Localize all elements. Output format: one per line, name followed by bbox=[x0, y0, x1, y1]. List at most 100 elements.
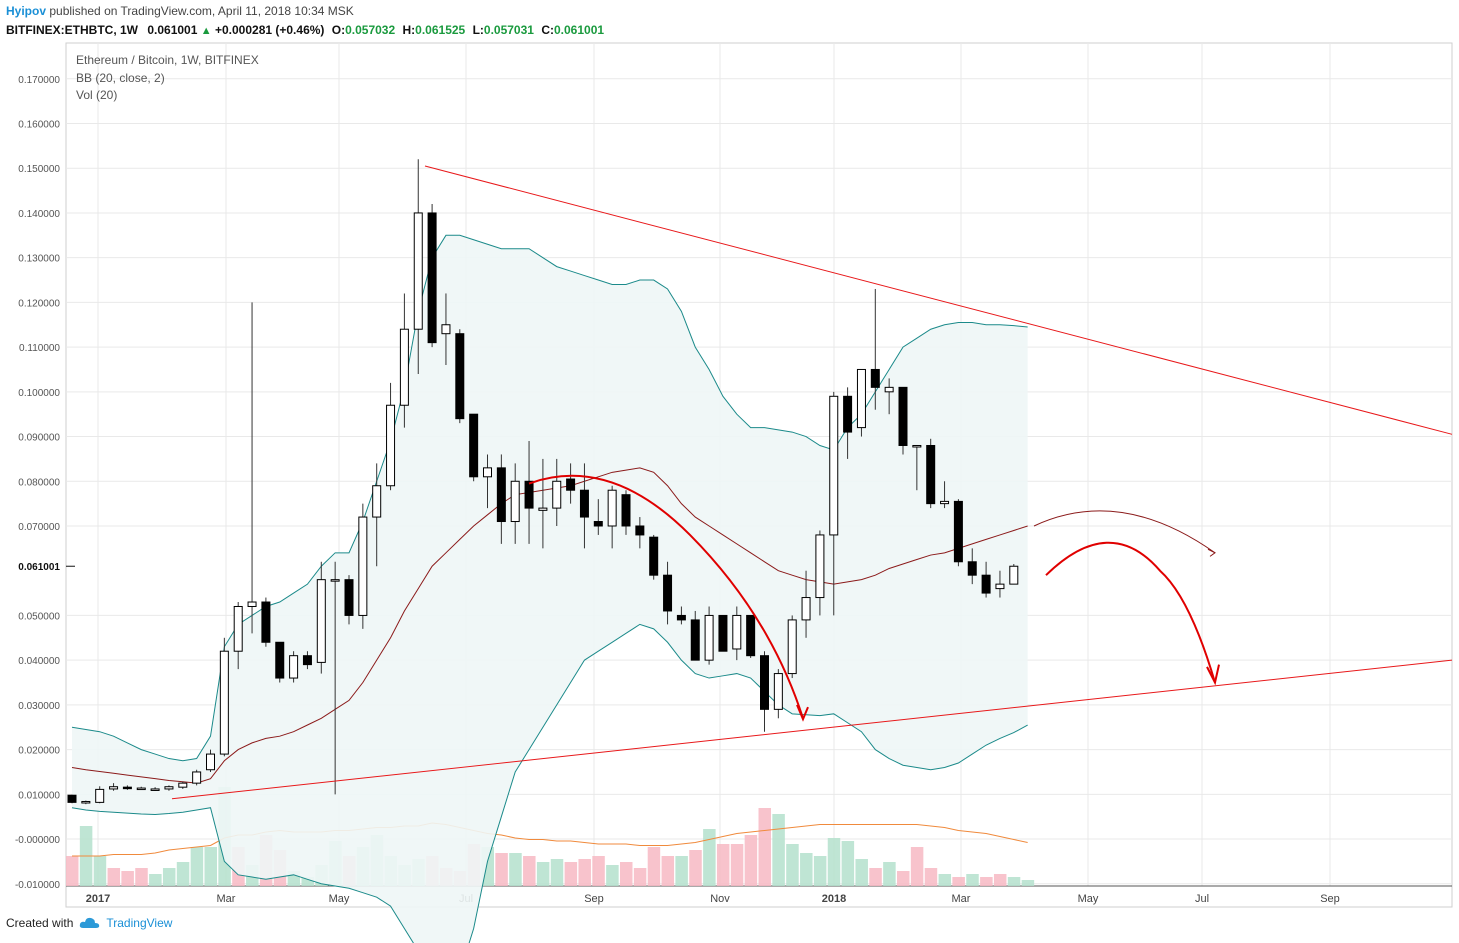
lower-trendline bbox=[171, 659, 1453, 800]
bollinger-bands bbox=[71, 234, 1028, 943]
volume-bar bbox=[703, 829, 716, 886]
candle-body bbox=[787, 619, 797, 675]
candle-body bbox=[192, 771, 202, 784]
candle-body bbox=[316, 579, 326, 663]
volume-bar bbox=[716, 844, 730, 886]
bb-upper-line bbox=[71, 234, 1028, 762]
volume-bar bbox=[772, 814, 785, 886]
low-label: L: bbox=[472, 23, 484, 37]
candle-body bbox=[524, 480, 534, 509]
y-tick-label: 0.090000 bbox=[18, 433, 60, 444]
volume-bar bbox=[744, 835, 758, 886]
candle-body bbox=[206, 753, 215, 771]
legend-vol: Vol (20) bbox=[76, 88, 117, 102]
y-tick-label: 0.170000 bbox=[18, 75, 60, 86]
y-tick-label: 0.150000 bbox=[18, 164, 60, 175]
y-tick-label: 0.050000 bbox=[18, 611, 60, 622]
arrow-head bbox=[796, 704, 809, 722]
candle-body bbox=[344, 579, 354, 616]
candle-body bbox=[718, 614, 728, 652]
candle-body bbox=[95, 788, 105, 803]
volume-bar bbox=[827, 838, 841, 886]
candle-body bbox=[109, 786, 119, 790]
volume-bar bbox=[980, 877, 993, 886]
candle-body bbox=[870, 368, 880, 388]
ohlc-line: BITFINEX:ETHBTC, 1W 0.061001 ▲ +0.000281… bbox=[6, 21, 1446, 41]
candle-body bbox=[884, 386, 894, 393]
volume-bar bbox=[1021, 880, 1035, 886]
volume-bar bbox=[800, 853, 813, 886]
volume-bar bbox=[536, 862, 550, 886]
candle-body bbox=[856, 368, 866, 429]
x-tick-label: Mar bbox=[217, 893, 236, 905]
volume-bar bbox=[910, 847, 924, 886]
candle-body bbox=[801, 597, 811, 621]
volume-bar bbox=[550, 859, 564, 886]
footer: Created with TradingView bbox=[6, 916, 172, 930]
candle-body bbox=[67, 794, 77, 803]
candle-body bbox=[413, 212, 423, 330]
candle-body bbox=[150, 788, 160, 791]
volume-bar bbox=[813, 856, 827, 886]
projected-basis-arrow bbox=[1033, 510, 1216, 554]
y-tick-label: 0.061001 bbox=[18, 562, 60, 573]
candle-body bbox=[663, 574, 673, 612]
volume-bar bbox=[107, 868, 121, 886]
trend-drawings bbox=[171, 165, 1453, 800]
y-tick-label: 0.040000 bbox=[18, 656, 60, 667]
volume-bar bbox=[841, 841, 855, 886]
candle-body bbox=[704, 614, 714, 661]
projected-arrow-down bbox=[1045, 541, 1216, 683]
y-tick-label: 0.100000 bbox=[18, 388, 60, 399]
volume-bar bbox=[661, 856, 675, 886]
candle-body bbox=[275, 641, 285, 679]
candle-body bbox=[967, 561, 977, 576]
legend-title: Ethereum / Bitcoin, 1W, BITFINEX bbox=[76, 53, 259, 67]
curved-arrow-down bbox=[528, 474, 804, 719]
candle-body bbox=[372, 485, 382, 518]
tradingview-brand[interactable]: TradingView bbox=[79, 916, 172, 930]
x-tick-label: May bbox=[1078, 893, 1099, 905]
x-tick-label: Sep bbox=[1320, 893, 1340, 905]
volume-bar bbox=[495, 853, 508, 886]
candle-body bbox=[898, 386, 908, 446]
candle-body bbox=[358, 516, 368, 616]
y-tick-label: 0.070000 bbox=[18, 522, 60, 533]
candle-body bbox=[773, 673, 783, 710]
x-tick-label: Jul bbox=[1195, 893, 1209, 905]
publisher-name[interactable]: Hyipov bbox=[6, 4, 47, 18]
candle-body bbox=[552, 480, 562, 509]
y-tick-label: 0.080000 bbox=[18, 477, 60, 488]
open-value: 0.057032 bbox=[345, 23, 396, 37]
x-tick-label: Nov bbox=[710, 893, 730, 905]
candle-body bbox=[136, 787, 146, 791]
candle-body bbox=[732, 614, 742, 650]
y-tick-label: 0.030000 bbox=[18, 701, 60, 712]
candle-body bbox=[815, 534, 825, 599]
symbol-label: BITFINEX:ETHBTC, 1W bbox=[6, 23, 138, 37]
candlesticks bbox=[67, 159, 1019, 805]
candle-body bbox=[219, 650, 229, 755]
candle-body bbox=[593, 521, 603, 527]
low-value: 0.057031 bbox=[483, 23, 534, 37]
candle-body bbox=[926, 444, 936, 505]
volume-bar bbox=[924, 868, 938, 886]
y-tick-label: 0.130000 bbox=[18, 254, 60, 265]
volume-bar bbox=[301, 877, 314, 886]
candle-body bbox=[635, 525, 645, 536]
volume-bar bbox=[93, 856, 107, 886]
volume-bar bbox=[883, 862, 896, 886]
volume-bar bbox=[689, 850, 702, 886]
y-axis: 0.170000 0.160000 0.150000 0.140000 0.130000… bbox=[15, 75, 75, 891]
legend-bb: BB (20, close, 2) bbox=[76, 71, 165, 85]
volume-bar bbox=[578, 859, 591, 886]
bb-fill bbox=[72, 235, 1028, 943]
volume-bar bbox=[758, 808, 771, 886]
candle-body bbox=[579, 489, 589, 518]
publish-line: Hyipov published on TradingView.com, Apr… bbox=[6, 2, 1446, 21]
volume-bar bbox=[633, 868, 647, 886]
chart-header: Hyipov published on TradingView.com, Apr… bbox=[6, 2, 1446, 41]
y-tick-label: -0.000000 bbox=[15, 835, 60, 846]
candle-body bbox=[441, 324, 451, 335]
